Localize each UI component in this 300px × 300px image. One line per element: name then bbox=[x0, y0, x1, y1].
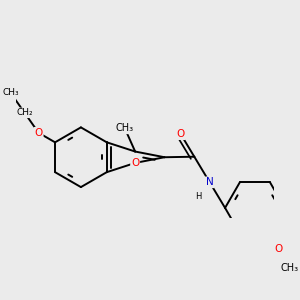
Text: CH₃: CH₃ bbox=[116, 123, 134, 134]
Text: N: N bbox=[206, 177, 214, 187]
Text: CH₃: CH₃ bbox=[281, 263, 299, 273]
Text: CH₃: CH₃ bbox=[2, 88, 19, 97]
Text: H: H bbox=[195, 192, 202, 201]
Text: O: O bbox=[131, 158, 139, 168]
Text: O: O bbox=[177, 129, 185, 139]
Text: CH₂: CH₂ bbox=[16, 108, 33, 117]
Text: O: O bbox=[275, 244, 283, 254]
Text: O: O bbox=[34, 128, 43, 138]
